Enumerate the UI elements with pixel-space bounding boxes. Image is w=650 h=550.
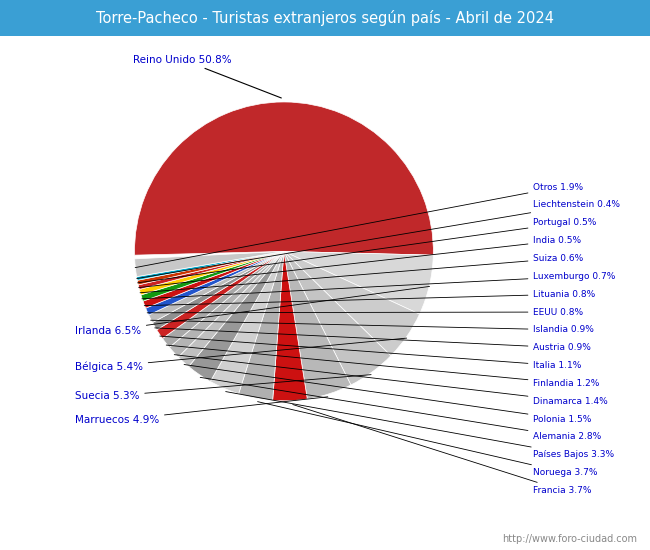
- Wedge shape: [136, 251, 284, 280]
- Text: Reino Unido 50.8%: Reino Unido 50.8%: [133, 54, 281, 98]
- Wedge shape: [178, 251, 284, 366]
- Text: Suecia 5.3%: Suecia 5.3%: [75, 375, 371, 402]
- Text: Otros 1.9%: Otros 1.9%: [135, 183, 584, 268]
- Wedge shape: [170, 251, 284, 357]
- Text: India 0.5%: India 0.5%: [138, 236, 582, 288]
- Wedge shape: [284, 251, 419, 356]
- Wedge shape: [141, 251, 284, 301]
- Wedge shape: [139, 251, 284, 295]
- Wedge shape: [137, 251, 284, 285]
- Text: Suiza 0.6%: Suiza 0.6%: [140, 254, 584, 293]
- Text: Italia 1.1%: Italia 1.1%: [160, 336, 582, 370]
- Wedge shape: [284, 251, 434, 314]
- Wedge shape: [284, 251, 351, 399]
- Text: http://www.foro-ciudad.com: http://www.foro-ciudad.com: [502, 535, 637, 544]
- Wedge shape: [239, 251, 284, 400]
- Wedge shape: [146, 251, 284, 315]
- Text: Francia 3.7%: Francia 3.7%: [292, 404, 592, 495]
- Text: Irlanda 6.5%: Irlanda 6.5%: [75, 287, 430, 336]
- Text: Noruega 3.7%: Noruega 3.7%: [257, 402, 598, 477]
- Wedge shape: [188, 251, 284, 381]
- Text: Liechtenstein 0.4%: Liechtenstein 0.4%: [136, 201, 621, 278]
- Text: EEUU 0.8%: EEUU 0.8%: [147, 307, 584, 317]
- Wedge shape: [143, 251, 284, 308]
- Wedge shape: [284, 251, 391, 385]
- Wedge shape: [272, 251, 307, 401]
- Wedge shape: [135, 251, 284, 277]
- Wedge shape: [135, 102, 434, 255]
- Text: Dinamarca 1.4%: Dinamarca 1.4%: [174, 355, 608, 406]
- Text: Portugal 0.5%: Portugal 0.5%: [138, 218, 597, 283]
- Wedge shape: [211, 251, 284, 394]
- Text: Finlandia 1.2%: Finlandia 1.2%: [166, 345, 600, 388]
- Wedge shape: [157, 251, 284, 338]
- Text: Islandia 0.9%: Islandia 0.9%: [151, 320, 594, 334]
- Text: Luxemburgo 0.7%: Luxemburgo 0.7%: [142, 272, 616, 299]
- Text: Bélgica 5.4%: Bélgica 5.4%: [75, 338, 407, 372]
- Text: Alemania 2.8%: Alemania 2.8%: [200, 377, 602, 442]
- Wedge shape: [138, 251, 284, 289]
- Text: Países Bajos 3.3%: Países Bajos 3.3%: [226, 392, 614, 459]
- Text: Austria 0.9%: Austria 0.9%: [155, 328, 592, 352]
- Wedge shape: [162, 251, 284, 348]
- Text: Lituania 0.8%: Lituania 0.8%: [144, 290, 595, 306]
- Text: Polonia 1.5%: Polonia 1.5%: [184, 365, 592, 424]
- Text: Torre-Pacheco - Turistas extranjeros según país - Abril de 2024: Torre-Pacheco - Turistas extranjeros seg…: [96, 10, 554, 26]
- Wedge shape: [149, 251, 284, 322]
- Wedge shape: [153, 251, 284, 330]
- Text: Marruecos 4.9%: Marruecos 4.9%: [75, 397, 328, 425]
